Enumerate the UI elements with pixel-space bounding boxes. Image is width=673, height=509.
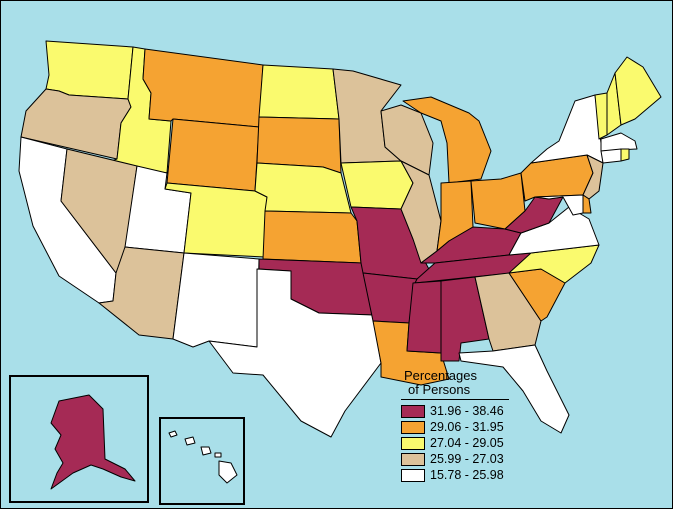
state-montana: [142, 48, 264, 128]
state-texas: [208, 268, 382, 438]
legend-label: 27.04 - 29.05: [430, 436, 504, 450]
state-new-york: [530, 94, 604, 164]
legend-title: Percentages of Persons: [401, 369, 521, 397]
legend-swatch: [401, 404, 425, 418]
legend-title-line1: Percentages: [404, 368, 477, 383]
hawaii-inset: [159, 417, 245, 505]
state-virginia: [508, 206, 600, 256]
state-wyoming: [166, 118, 260, 192]
state-hawaii: [168, 430, 238, 484]
hawaii-map: [168, 430, 238, 484]
state-wisconsin: [380, 104, 434, 176]
state-mississippi: [406, 280, 442, 354]
legend-swatch: [401, 468, 425, 482]
state-kansas: [262, 210, 362, 264]
state-michigan: [402, 96, 492, 184]
state-connecticut: [600, 148, 622, 164]
state-maine: [614, 56, 662, 126]
state-washington: [45, 40, 134, 100]
state-north-dakota: [258, 64, 340, 120]
legend-label: 29.06 - 31.95: [430, 420, 504, 434]
legend-item: 29.06 - 31.95: [401, 419, 521, 435]
legend-divider: [401, 399, 509, 400]
state-iowa: [340, 160, 414, 210]
legend-swatch: [401, 420, 425, 434]
state-alaska: [50, 394, 136, 490]
legend-item: 27.04 - 29.05: [401, 435, 521, 451]
alaska-inset: [9, 375, 149, 503]
legend-item: 31.96 - 38.46: [401, 403, 521, 419]
state-maryland: [534, 194, 584, 216]
legend-label: 15.78 - 25.98: [430, 468, 504, 482]
state-new-mexico: [172, 252, 260, 348]
legend-label: 25.99 - 27.03: [430, 452, 504, 466]
legend: Percentages of Persons 31.96 - 38.46 29.…: [401, 369, 521, 504]
legend-label: 31.96 - 38.46: [430, 404, 504, 418]
state-massachusetts: [600, 132, 638, 152]
legend-item: 25.99 - 27.03: [401, 451, 521, 467]
alaska-map: [50, 394, 136, 490]
legend-title-line2: of Persons: [408, 382, 471, 397]
legend-item: 15.78 - 25.98: [401, 467, 521, 483]
legend-swatch: [401, 436, 425, 450]
legend-swatch: [401, 452, 425, 466]
state-florida: [458, 344, 570, 434]
state-rhode-island: [620, 148, 630, 162]
